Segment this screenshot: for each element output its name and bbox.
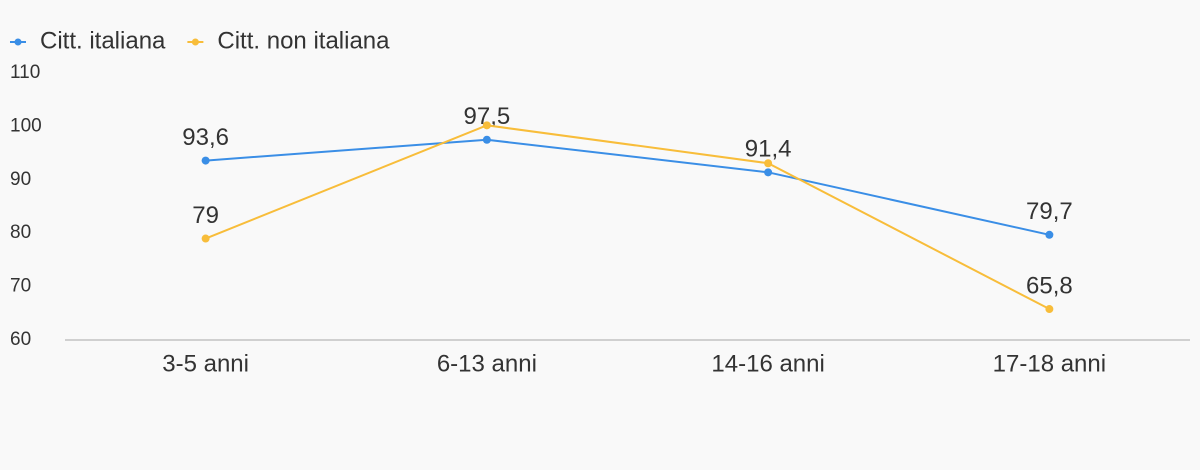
data-point (201, 156, 210, 165)
data-point (1045, 230, 1054, 239)
y-tick-label: 110 (10, 62, 40, 83)
y-tick-label: 80 (10, 222, 31, 243)
legend-label: Citt. non italiana (217, 27, 390, 54)
data-label: 79 (192, 202, 219, 229)
data-point (201, 234, 210, 243)
x-tick-label: 6-13 anni (437, 350, 537, 377)
data-label: 91,4 (745, 136, 792, 163)
data-point (764, 159, 773, 168)
data-label: 65,8 (1026, 272, 1073, 299)
x-tick-label: 17-18 anni (993, 350, 1106, 377)
series-line (205, 138, 1050, 236)
data-label: 79,7 (1026, 198, 1073, 225)
series-line (205, 124, 1050, 310)
y-tick-label: 100 (10, 115, 42, 136)
data-point (764, 168, 773, 177)
x-tick-label: 3-5 anni (162, 350, 249, 377)
y-tick-label: 60 (10, 329, 31, 350)
legend-marker (14, 38, 22, 46)
data-point (482, 135, 491, 144)
legend-marker (191, 38, 199, 46)
y-tick-label: 70 (10, 276, 31, 297)
data-label: 93,6 (182, 124, 229, 151)
legend-label: Citt. italiana (40, 27, 166, 54)
data-point (482, 121, 491, 130)
x-tick-label: 14-16 anni (711, 350, 824, 377)
y-tick-label: 90 (10, 169, 31, 190)
data-point (1045, 305, 1054, 314)
